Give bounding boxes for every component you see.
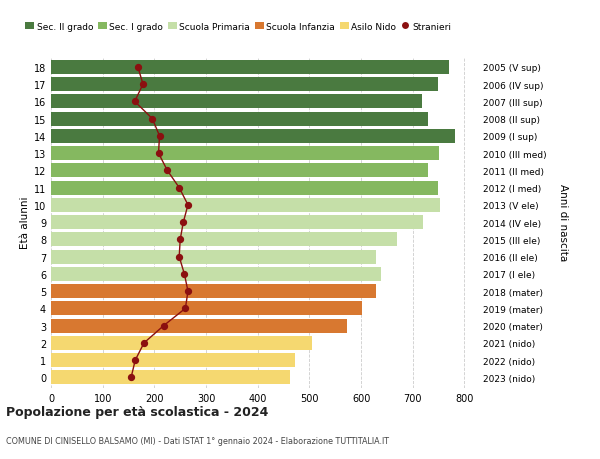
Point <box>163 168 172 175</box>
Bar <box>51 198 440 213</box>
Point <box>138 81 148 89</box>
Point <box>175 253 184 261</box>
Point <box>183 202 193 209</box>
Bar <box>51 216 423 230</box>
Text: Popolazione per età scolastica - 2024: Popolazione per età scolastica - 2024 <box>6 405 268 419</box>
Point <box>139 340 149 347</box>
Bar <box>51 112 428 126</box>
Text: COMUNE DI CINISELLO BALSAMO (MI) - Dati ISTAT 1° gennaio 2024 - Elaborazione TUT: COMUNE DI CINISELLO BALSAMO (MI) - Dati … <box>6 436 389 445</box>
Point <box>154 150 163 157</box>
Bar <box>51 285 376 298</box>
Point <box>159 322 169 330</box>
Bar <box>51 233 397 247</box>
Bar <box>51 319 347 333</box>
Bar <box>51 250 376 264</box>
Point <box>127 374 136 381</box>
Point <box>130 99 140 106</box>
Point <box>181 305 190 312</box>
Y-axis label: Età alunni: Età alunni <box>20 196 29 249</box>
Bar <box>51 302 362 316</box>
Point <box>179 270 189 278</box>
Point <box>175 185 184 192</box>
Point <box>179 219 188 226</box>
Point <box>155 133 164 140</box>
Point <box>175 236 185 243</box>
Bar <box>51 336 312 350</box>
Bar <box>51 129 455 144</box>
Bar <box>51 61 449 75</box>
Point <box>133 64 143 71</box>
Bar <box>51 164 428 178</box>
Legend: Sec. II grado, Sec. I grado, Scuola Primaria, Scuola Infanzia, Asilo Nido, Stran: Sec. II grado, Sec. I grado, Scuola Prim… <box>21 19 455 35</box>
Bar <box>51 181 437 195</box>
Y-axis label: Anni di nascita: Anni di nascita <box>557 184 568 261</box>
Bar <box>51 78 437 92</box>
Point <box>130 357 140 364</box>
Point <box>183 288 193 295</box>
Bar <box>51 370 290 385</box>
Bar <box>51 147 439 161</box>
Point <box>148 116 157 123</box>
Bar <box>51 95 422 109</box>
Bar <box>51 267 381 281</box>
Bar <box>51 353 295 367</box>
